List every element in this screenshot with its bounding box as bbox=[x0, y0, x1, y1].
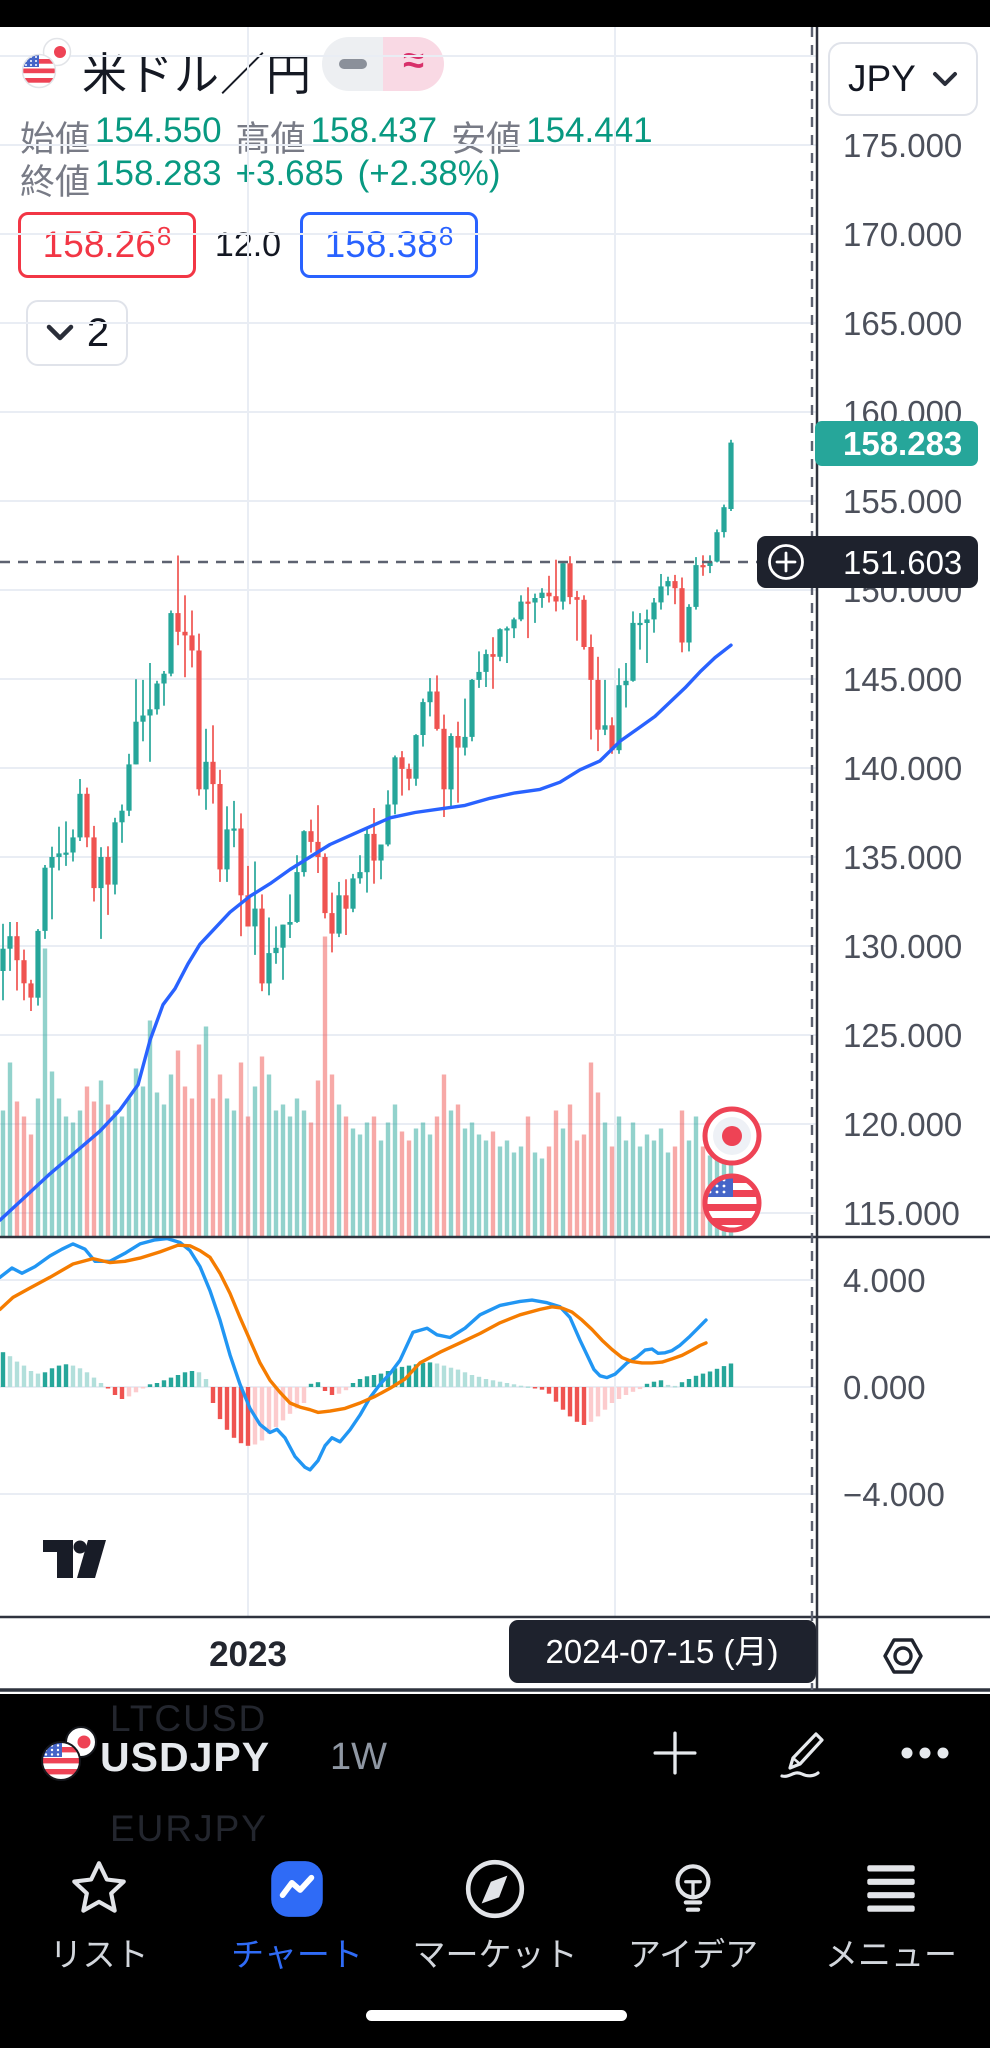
svg-text:170.000: 170.000 bbox=[843, 216, 962, 253]
style-toggle-wave[interactable]: ≈ bbox=[383, 37, 444, 91]
currency-selector[interactable]: JPY bbox=[828, 42, 978, 116]
menu-icon bbox=[867, 1865, 915, 1912]
low-label: 安値 bbox=[451, 120, 522, 159]
tab-bar: リスト チャート マーケット アイデア bbox=[0, 1856, 990, 1976]
compass-icon bbox=[465, 1859, 525, 1919]
chart-series-layer: 175.000170.000165.000160.000155.000150.0… bbox=[0, 27, 990, 1692]
svg-text:165.000: 165.000 bbox=[843, 305, 962, 342]
high-value: 158.437 bbox=[310, 111, 438, 150]
indicator-count: 2 bbox=[86, 310, 110, 355]
lightbulb-icon bbox=[675, 1864, 711, 1912]
svg-text:140.000: 140.000 bbox=[843, 750, 962, 787]
tab-chart[interactable]: チャート bbox=[198, 1856, 396, 1976]
pair-flags-icon bbox=[21, 37, 72, 89]
us-flag-icon[interactable] bbox=[702, 1173, 762, 1233]
plus-icon bbox=[775, 551, 797, 573]
last-price-label: 158.283 bbox=[843, 425, 962, 462]
tab-ideas[interactable]: アイデア bbox=[594, 1856, 792, 1976]
svg-text:175.000: 175.000 bbox=[843, 127, 962, 164]
symbol-wheel-prev[interactable]: LTCUSD bbox=[110, 1698, 268, 1739]
change-pct-value: (+2.38%) bbox=[357, 154, 501, 193]
year-label: 2023 bbox=[209, 1635, 287, 1674]
svg-text:4.000: 4.000 bbox=[843, 1262, 926, 1299]
tradingview-logo[interactable] bbox=[43, 1540, 106, 1578]
interval-selector[interactable]: 1W bbox=[330, 1736, 387, 1778]
star-icon bbox=[72, 1861, 126, 1913]
home-indicator[interactable] bbox=[366, 2010, 627, 2021]
svg-text:115.000: 115.000 bbox=[843, 1195, 960, 1232]
low-value: 154.441 bbox=[526, 111, 653, 150]
svg-text:−4.000: −4.000 bbox=[843, 1476, 945, 1513]
chevron-down-icon bbox=[933, 72, 957, 86]
draw-icon[interactable] bbox=[776, 1726, 828, 1782]
tab-markets-label: マーケット bbox=[412, 1936, 578, 1973]
chart-style-toggle[interactable]: ≈ bbox=[322, 37, 444, 91]
more-icon[interactable] bbox=[900, 1746, 950, 1760]
indicators-dropdown[interactable]: 2 bbox=[26, 300, 128, 366]
ask-price: 158.38 bbox=[324, 224, 438, 265]
tab-menu[interactable]: メニュー bbox=[792, 1856, 990, 1976]
japan-flag-icon[interactable] bbox=[702, 1106, 762, 1166]
tab-watchlist-label: リスト bbox=[49, 1936, 149, 1973]
ask-button[interactable]: 158.38 8 bbox=[300, 212, 478, 278]
tab-ideas-label: アイデア bbox=[627, 1936, 759, 1973]
ohlc-row-2: 終値 158.283 +3.685 (+2.38%) bbox=[20, 154, 501, 205]
symbol-toolbar: USDJPY 1W bbox=[0, 1726, 990, 1792]
axis-settings-icon[interactable] bbox=[883, 1638, 923, 1674]
crosshair-date-label: 2024-07-15 (月) bbox=[546, 1633, 779, 1670]
svg-text:145.000: 145.000 bbox=[843, 661, 962, 698]
pair-flags-icon bbox=[41, 1726, 97, 1781]
add-alert-button[interactable] bbox=[768, 544, 804, 580]
open-value: 154.550 bbox=[95, 111, 222, 150]
crosshair[interactable] bbox=[0, 27, 817, 1690]
symbol-wheel-next[interactable]: EURJPY bbox=[110, 1808, 268, 1849]
svg-text:0.000: 0.000 bbox=[843, 1369, 926, 1406]
crosshair-price-label: 151.603 bbox=[843, 544, 962, 581]
tab-chart-label: チャート bbox=[231, 1936, 363, 1973]
bottom-panel: LTCUSD USDJPY 1W bbox=[0, 1694, 990, 2048]
svg-text:135.000: 135.000 bbox=[843, 839, 962, 876]
pair-title[interactable]: 米ドル／円 bbox=[82, 49, 313, 100]
bid-price: 158.26 bbox=[42, 224, 156, 265]
last-price-badge: 158.283 bbox=[815, 421, 978, 466]
tab-menu-label: メニュー bbox=[825, 1936, 957, 1973]
svg-text:130.000: 130.000 bbox=[843, 928, 962, 965]
svg-text:120.000: 120.000 bbox=[843, 1106, 962, 1143]
bid-price-sup: 8 bbox=[156, 220, 172, 251]
close-value: 158.283 bbox=[95, 154, 222, 193]
bid-button[interactable]: 158.26 8 bbox=[18, 212, 196, 278]
chevron-down-icon bbox=[46, 324, 74, 341]
style-toggle-line[interactable] bbox=[322, 37, 383, 91]
currency-selector-value: JPY bbox=[848, 58, 916, 99]
status-bar bbox=[0, 0, 990, 27]
symbol-name[interactable]: USDJPY bbox=[100, 1734, 271, 1780]
open-label: 始値 bbox=[20, 120, 91, 159]
ohlc-row-1: 始値 154.550 高値 158.437 安値 154.441 bbox=[20, 111, 653, 162]
crosshair-price-badge: 151.603 bbox=[757, 536, 978, 588]
ask-price-sup: 8 bbox=[438, 220, 454, 251]
crosshair-date-badge: 2024-07-15 (月) bbox=[509, 1620, 816, 1683]
chart-icon bbox=[271, 1861, 323, 1917]
minus-icon bbox=[338, 59, 367, 69]
add-icon[interactable] bbox=[652, 1730, 698, 1776]
tab-watchlist[interactable]: リスト bbox=[0, 1856, 198, 1976]
change-value: +3.685 bbox=[235, 154, 344, 193]
svg-text:125.000: 125.000 bbox=[843, 1017, 962, 1054]
tab-markets[interactable]: マーケット bbox=[396, 1856, 594, 1976]
close-label: 終値 bbox=[20, 163, 91, 202]
svg-text:155.000: 155.000 bbox=[843, 483, 962, 520]
